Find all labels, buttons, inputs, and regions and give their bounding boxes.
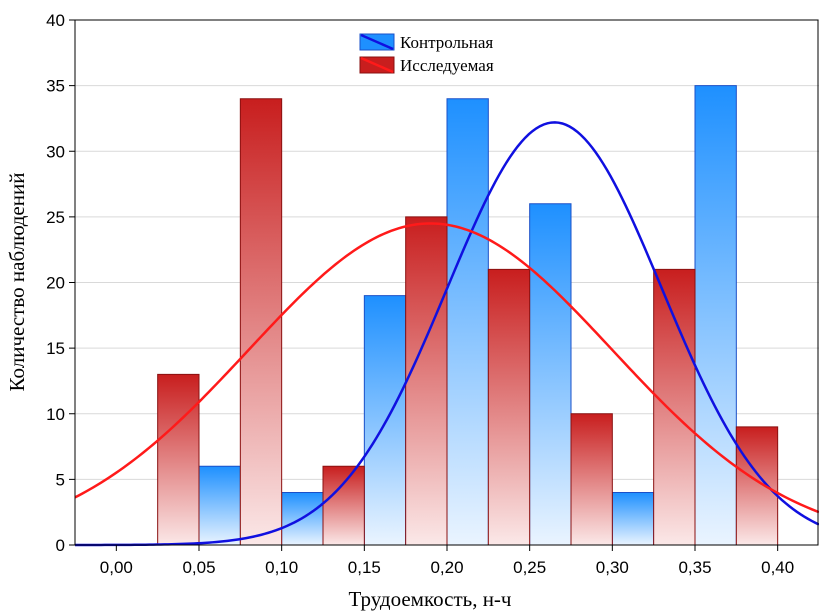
- y-axis-title: Количество наблюдений: [5, 173, 29, 392]
- bar-control: [446, 98, 489, 546]
- x-tick-label: 0,00: [100, 558, 133, 577]
- legend-label: Контрольная: [400, 33, 493, 52]
- bar-study: [405, 216, 448, 546]
- y-tick-label: 15: [46, 339, 65, 358]
- y-tick-label: 25: [46, 208, 65, 227]
- bar-control: [363, 295, 407, 546]
- bar-study: [570, 413, 613, 546]
- curve-study: [74, 222, 819, 514]
- x-tick-label: 0,10: [265, 558, 298, 577]
- x-tick-label: 0,20: [430, 558, 463, 577]
- x-tick-label: 0,40: [761, 558, 794, 577]
- density-curves: [74, 121, 819, 547]
- bar-study: [653, 268, 696, 546]
- legend: Контрольная Исследуемая: [359, 33, 494, 75]
- y-tick-label: 30: [46, 142, 65, 161]
- legend-label: Исследуемая: [400, 56, 494, 75]
- y-tick-label: 20: [46, 274, 65, 293]
- axes: 0 5 10 15 20 25 30 35 40 0,00 0,05 0,10 0,15 0,20 0,25…: [46, 11, 819, 577]
- legend-line: [360, 56, 394, 74]
- x-tick-label: 0,30: [596, 558, 629, 577]
- bars: [157, 85, 779, 546]
- x-tick-label: 0,15: [348, 558, 381, 577]
- x-tick-label: 0,05: [182, 558, 215, 577]
- bar-study: [157, 373, 200, 546]
- y-tick-label: 0: [56, 536, 65, 555]
- x-axis-title: Трудоемкость, н-ч: [348, 587, 511, 611]
- bar-study: [735, 426, 779, 546]
- y-tick-label: 10: [46, 405, 65, 424]
- curve-control: [75, 121, 819, 547]
- y-tick-label: 40: [46, 11, 65, 30]
- legend-line: [360, 33, 394, 51]
- bar-control: [529, 203, 572, 546]
- bar-study: [487, 268, 531, 546]
- y-tick-label: 5: [56, 470, 65, 489]
- x-tick-label: 0,35: [678, 558, 711, 577]
- bar-control: [611, 492, 655, 546]
- x-tick-label: 0,25: [513, 558, 546, 577]
- y-tick-label: 35: [46, 77, 65, 96]
- bar-study: [322, 465, 365, 546]
- bar-control: [198, 465, 241, 546]
- bar-control: [694, 85, 737, 546]
